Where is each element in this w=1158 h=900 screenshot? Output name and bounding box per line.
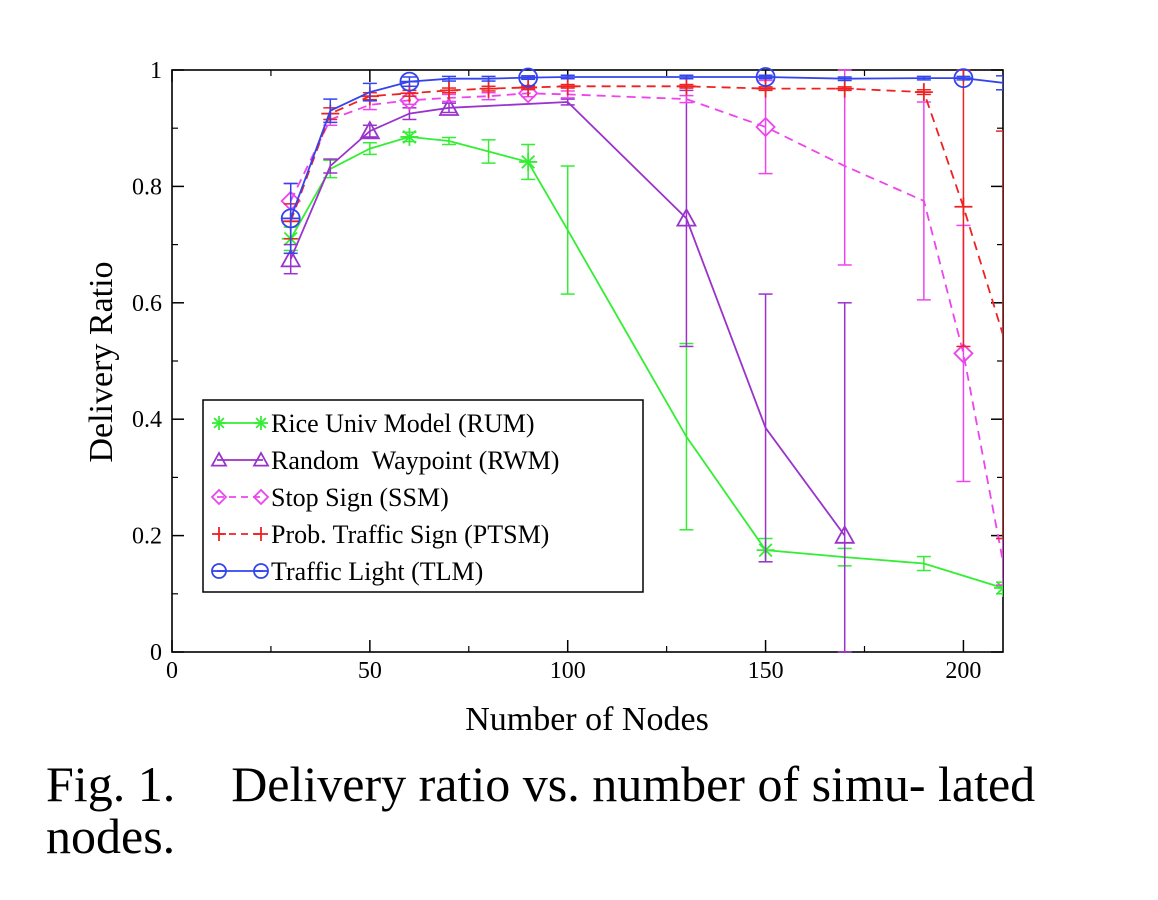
legend-marker-0-d2 [255, 417, 267, 429]
y-tick-label: 0 [150, 640, 162, 666]
data-point-2-shape [953, 343, 974, 364]
caption-text: Delivery ratio vs. number of simu- lated… [46, 756, 1036, 864]
data-point-1 [438, 96, 460, 116]
data-point-3 [756, 79, 775, 98]
legend-marker-0 [212, 416, 226, 430]
legend-marker-1-shape [252, 451, 270, 467]
legend-marker-2-shape [210, 488, 228, 506]
x-tick-label: 50 [358, 658, 382, 684]
legend-label-4: Traffic Light (TLM) [271, 557, 483, 586]
legend-marker-2 [210, 488, 228, 506]
data-point-0-d2 [996, 586, 1003, 595]
data-point-1 [280, 248, 302, 268]
legend-marker-0-d2 [213, 417, 225, 429]
y-tick-label: 0.2 [132, 524, 162, 550]
legend-label-0: Rice Univ Model (RUM) [271, 409, 535, 438]
x-tick-label: 0 [166, 658, 178, 684]
legend-marker-4 [211, 563, 227, 579]
series-line-3 [289, 85, 1003, 336]
data-point-3 [558, 77, 577, 96]
data-point-0 [519, 152, 538, 171]
data-point-4 [755, 67, 776, 87]
data-point-0 [400, 127, 419, 146]
series-1 [280, 89, 856, 653]
legend-label-2: Stop Sign (SSM) [271, 483, 449, 512]
data-point-2-shape [399, 89, 420, 111]
data-point-0-d2 [402, 129, 417, 144]
legend-marker-1 [210, 451, 228, 467]
series-line-2 [289, 92, 1003, 562]
legend-marker-4 [253, 563, 269, 579]
x-tick-label: 150 [748, 658, 784, 684]
data-point-2 [517, 83, 539, 104]
data-point-0 [994, 578, 1003, 597]
data-point-1 [834, 524, 856, 544]
y-axis-title: Delivery Ratio [83, 261, 120, 462]
data-point-3 [440, 81, 458, 100]
data-point-2 [755, 116, 776, 138]
y-tick-label: 1 [150, 58, 162, 84]
data-point-0-d2 [521, 155, 536, 169]
data-point-3 [400, 84, 419, 103]
data-point-1-shape [438, 96, 460, 116]
data-point-3 [835, 79, 854, 98]
legend-marker-2-shape [252, 488, 270, 506]
data-point-2-shape [755, 116, 776, 138]
x-tick-label: 200 [945, 658, 981, 684]
data-point-2 [953, 343, 974, 364]
data-point-3 [914, 83, 933, 102]
data-point-4 [280, 208, 301, 229]
data-point-1 [675, 207, 697, 227]
legend-box [202, 399, 644, 593]
data-point-4 [518, 67, 539, 88]
data-point-2 [399, 89, 420, 111]
caption-label: Fig. 1. [46, 756, 176, 812]
delivery-ratio-chart: 0 50 100 150 200 0 0.2 0.4 0.6 0.8 1 Rice Univ Mod… [83, 58, 1004, 738]
legend-marker-3 [254, 527, 268, 541]
data-point-1 [359, 120, 381, 140]
legend-marker-1 [252, 451, 270, 467]
legend-marker-3 [212, 527, 226, 541]
data-point-1-shape [675, 207, 697, 227]
legend-label-1: Random Waypoint (RWM) [271, 446, 559, 475]
legend-label-3: Prob. Traffic Sign (PTSM) [271, 520, 549, 549]
legend-marker-2 [252, 488, 270, 506]
data-point-1-shape [280, 248, 302, 268]
y-tick-label: 0.8 [132, 174, 162, 200]
series-4 [280, 67, 1003, 255]
x-tick-label: 100 [550, 658, 586, 684]
data-point-4 [953, 68, 974, 89]
x-axis-title: Number of Nodes [465, 701, 709, 738]
data-point-2-shape [517, 83, 539, 104]
data-point-1-shape [359, 120, 381, 140]
data-point-1-shape [834, 524, 856, 544]
series-line-4 [289, 76, 1003, 219]
y-tick-label: 0.4 [132, 407, 162, 433]
legend-marker-0 [254, 416, 268, 430]
data-point-0-d1 [996, 581, 1003, 590]
data-point-3 [677, 77, 696, 96]
data-point-3 [479, 79, 498, 98]
figure-caption: Fig. 1. Delivery ratio vs. number of simu… [46, 758, 1126, 862]
legend-marker-1-shape [210, 451, 228, 467]
y-tick-label: 0.6 [132, 291, 162, 317]
data-point-3 [954, 197, 973, 216]
data-point-4 [399, 71, 420, 92]
